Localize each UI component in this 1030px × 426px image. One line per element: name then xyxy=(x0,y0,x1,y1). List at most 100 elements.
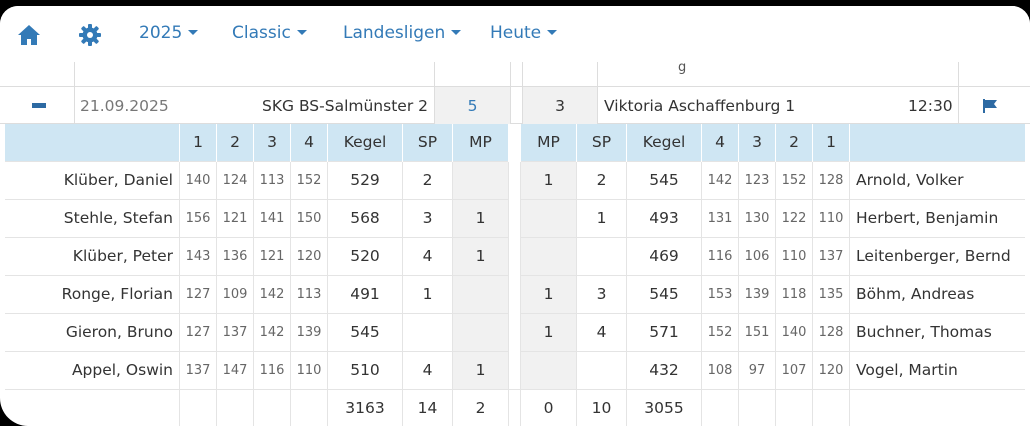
table-row: Gieron, Bruno 127 137 142 139 545 1 4 571 152 151 1… xyxy=(4,312,1025,351)
away-set-score: 153 xyxy=(701,274,739,313)
home-set-score: 143 xyxy=(179,236,217,275)
match-row[interactable]: 21.09.2025 SKG BS-Salmünster 2 5 3 Vikto… xyxy=(0,86,1030,124)
home-player-name: Klüber, Peter xyxy=(4,236,180,275)
away-mp xyxy=(520,198,577,237)
home-player-name: Gieron, Bruno xyxy=(4,312,180,351)
away-total-mp: 0 xyxy=(520,388,577,426)
away-set-score: 131 xyxy=(701,198,739,237)
away-mp: 1 xyxy=(520,312,577,351)
away-player-name: Herbert, Benjamin xyxy=(849,198,1025,237)
home-kegel: 510 xyxy=(327,350,403,389)
hidden-text-fragment: g xyxy=(678,60,687,75)
top-nav: 2025 Classic Landesligen Heute xyxy=(0,6,1030,62)
header-cell: 4 xyxy=(701,124,739,161)
home-set-score: 137 xyxy=(216,312,254,351)
chevron-down-icon xyxy=(451,29,462,35)
away-sp: 3 xyxy=(576,274,627,313)
away-kegel: 545 xyxy=(626,274,702,313)
home-kegel: 491 xyxy=(327,274,403,313)
away-set-score: 140 xyxy=(775,312,813,351)
home-set-score: 124 xyxy=(216,160,254,199)
screen: 2025 Classic Landesligen Heute g 21.09.2… xyxy=(0,6,1030,426)
home-set-score: 113 xyxy=(253,160,291,199)
header-cell: 3 xyxy=(253,124,291,161)
away-set-score: 97 xyxy=(738,350,776,389)
home-set-score: 152 xyxy=(290,160,328,199)
table-row: Klüber, Peter 143 136 121 120 520 4 1 469 116 106 1… xyxy=(4,236,1025,275)
home-sp: 4 xyxy=(402,236,453,275)
home-total-mp: 2 xyxy=(452,388,509,426)
away-set-score: 137 xyxy=(812,236,850,275)
home-sp: 2 xyxy=(402,160,453,199)
home-set-score: 147 xyxy=(216,350,254,389)
home-icon[interactable] xyxy=(16,22,42,48)
home-set-score: 127 xyxy=(179,312,217,351)
home-mp xyxy=(452,312,509,351)
totals-row: 3163 14 2 0 10 3055 xyxy=(4,388,1025,426)
away-set-score: 152 xyxy=(701,312,739,351)
away-set-score: 118 xyxy=(775,274,813,313)
home-mp: 1 xyxy=(452,198,509,237)
home-set-score: 141 xyxy=(253,198,291,237)
home-set-score: 136 xyxy=(216,236,254,275)
home-set-score: 116 xyxy=(253,350,291,389)
away-set-score: 152 xyxy=(775,160,813,199)
mode-dropdown[interactable]: Classic xyxy=(232,23,307,43)
year-dropdown[interactable]: 2025 xyxy=(139,23,199,43)
away-set-score: 106 xyxy=(738,236,776,275)
away-set-score: 142 xyxy=(701,160,739,199)
header-spacer xyxy=(508,124,521,161)
home-mp: 1 xyxy=(452,236,509,275)
home-set-score: 110 xyxy=(290,350,328,389)
header-cell: 2 xyxy=(216,124,254,161)
chevron-down-icon xyxy=(188,29,199,35)
home-sp: 1 xyxy=(402,274,453,313)
home-sp xyxy=(402,312,453,351)
home-set-score: 109 xyxy=(216,274,254,313)
away-set-score: 116 xyxy=(701,236,739,275)
away-mp xyxy=(520,350,577,389)
header-cell: 1 xyxy=(179,124,217,161)
minus-icon[interactable] xyxy=(32,87,46,124)
header-cell: 1 xyxy=(812,124,850,161)
home-kegel: 568 xyxy=(327,198,403,237)
home-set-score: 137 xyxy=(179,350,217,389)
away-team: Viktoria Aschaffenburg 1 xyxy=(604,96,796,115)
away-set-score: 108 xyxy=(701,350,739,389)
away-set-score: 128 xyxy=(812,160,850,199)
table-row: Stehle, Stefan 156 121 141 150 568 3 1 1 493 131 13… xyxy=(4,198,1025,237)
day-dropdown[interactable]: Heute xyxy=(490,23,558,43)
header-cell: SP xyxy=(402,124,453,161)
away-set-score: 135 xyxy=(812,274,850,313)
away-set-score: 139 xyxy=(738,274,776,313)
flag-icon[interactable] xyxy=(982,87,998,124)
home-kegel: 520 xyxy=(327,236,403,275)
away-kegel: 432 xyxy=(626,350,702,389)
away-set-score: 120 xyxy=(812,350,850,389)
table-row: Klüber, Daniel 140 124 113 152 529 2 1 2 545 142 12… xyxy=(4,160,1025,199)
header-cell: MP xyxy=(520,124,577,161)
header-cell xyxy=(849,124,1025,161)
home-player-name: Klüber, Daniel xyxy=(4,160,180,199)
away-set-score: 130 xyxy=(738,198,776,237)
away-sp: 4 xyxy=(576,312,627,351)
column-spacer xyxy=(508,237,521,275)
day-label: Heute xyxy=(490,23,542,43)
mode-label: Classic xyxy=(232,23,291,43)
column-spacer xyxy=(508,275,521,313)
gear-icon[interactable] xyxy=(77,22,103,48)
home-sp: 3 xyxy=(402,198,453,237)
league-dropdown[interactable]: Landesligen xyxy=(343,23,462,43)
match-date: 21.09.2025 xyxy=(80,96,169,115)
away-set-score: 110 xyxy=(775,236,813,275)
previous-match-row: g xyxy=(0,60,1030,86)
away-player-name: Vogel, Martin xyxy=(849,350,1025,389)
home-set-score: 150 xyxy=(290,198,328,237)
column-spacer xyxy=(508,351,521,389)
away-player-name: Buchner, Thomas xyxy=(849,312,1025,351)
column-spacer xyxy=(508,313,521,351)
away-set-score: 107 xyxy=(775,350,813,389)
away-mp xyxy=(520,236,577,275)
home-set-score: 142 xyxy=(253,274,291,313)
away-total-kegel: 3055 xyxy=(626,388,702,426)
